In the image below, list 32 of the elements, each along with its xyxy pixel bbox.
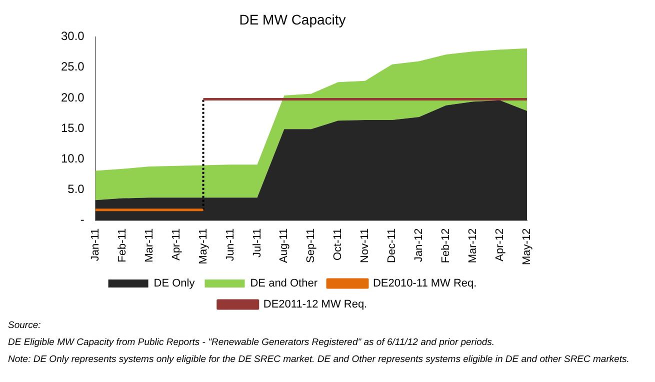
y-tick-label: 15.0 bbox=[60, 120, 85, 135]
x-tick-label: Sep-11 bbox=[305, 228, 318, 263]
x-tick-label: Aug-11 bbox=[278, 228, 290, 263]
x-tick-label: May-12 bbox=[521, 228, 534, 266]
legend-label: DE2011-12 MW Req. bbox=[263, 298, 368, 311]
y-tick-label: 30.0 bbox=[60, 29, 85, 44]
x-tick-label: Oct-11 bbox=[332, 228, 344, 261]
x-tick-label: Jan-12 bbox=[413, 228, 426, 262]
x-tick-label: Feb-12 bbox=[440, 228, 452, 264]
y-tick-label: 20.0 bbox=[60, 90, 85, 104]
x-tick-label: Mar-12 bbox=[467, 228, 480, 264]
x-tick-label: Jun-11 bbox=[224, 228, 236, 262]
x-tick-label: Jul-11 bbox=[251, 228, 264, 258]
text: DE Eligible MW Capacity from Public Reports - "Renewable Generators Registered" as of 6/11/12 and prior periods. bbox=[8, 337, 496, 348]
x-tick-label: Nov-11 bbox=[359, 228, 372, 263]
x-tick-label: May-11 bbox=[197, 228, 210, 264]
y-tick-label: - bbox=[80, 212, 84, 227]
y-tick-label: 5.0 bbox=[68, 182, 85, 196]
x-tick-label: Feb-11 bbox=[116, 228, 128, 262]
legend-label: DE Only bbox=[154, 278, 196, 290]
legend-label: DE2010-11 MW Req. bbox=[372, 278, 477, 290]
x-tick-label: Apr-11 bbox=[170, 228, 182, 261]
chart-title: DE MW Capacity bbox=[239, 11, 346, 28]
text: Note: DE Only represents systems only eligible for the DE SREC market. DE and Other represents systems eligible in DE and other SREC markets. bbox=[8, 354, 630, 365]
y-tick-label: 10.0 bbox=[60, 151, 85, 166]
x-tick-label: Jan-11 bbox=[89, 228, 102, 262]
legend-label: DE and Other bbox=[250, 278, 318, 290]
x-tick-label: Apr-12 bbox=[494, 228, 506, 262]
x-tick-label: Mar-11 bbox=[143, 228, 156, 262]
x-tick-label: Dec-11 bbox=[386, 228, 398, 263]
source-note: Source: bbox=[8, 320, 42, 331]
y-tick-label: 25.0 bbox=[60, 60, 85, 74]
